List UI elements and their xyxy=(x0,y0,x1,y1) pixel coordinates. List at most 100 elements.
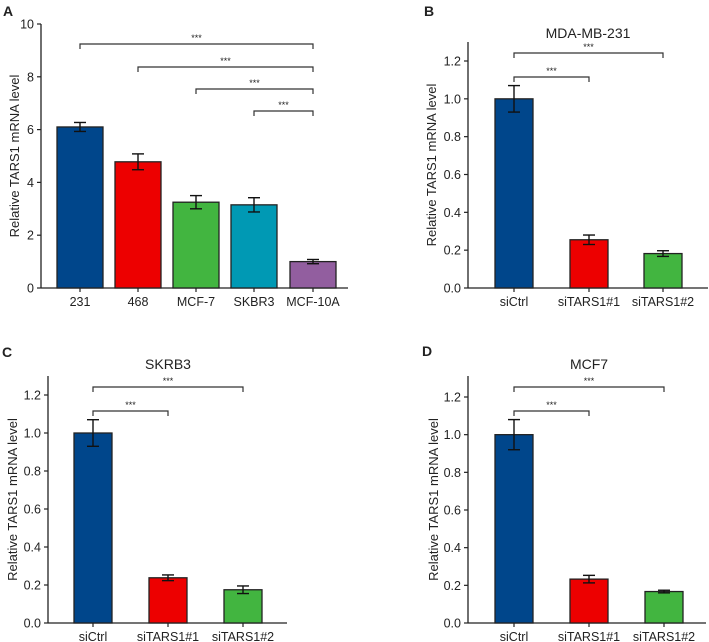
error-bar xyxy=(162,574,174,582)
error-bar xyxy=(248,197,260,213)
bar-sictrl xyxy=(73,432,113,624)
x-tick-label: siTARS1#1 xyxy=(558,295,620,309)
y-tick-label: 0.8 xyxy=(24,465,41,479)
error-bar xyxy=(190,194,202,210)
y-tick-label: 1.0 xyxy=(444,428,461,442)
x-tick-label: siTARS1#2 xyxy=(632,295,694,309)
y-tick-label: 0 xyxy=(27,282,34,296)
bar-sitars1-2 xyxy=(223,589,263,624)
significance-bracket: *** xyxy=(92,400,169,416)
bracket-line xyxy=(92,386,244,392)
panel-label: B xyxy=(424,3,434,19)
y-tick-label: 8 xyxy=(27,70,34,84)
panel-label: C xyxy=(2,344,12,360)
bracket-line xyxy=(79,43,314,49)
bracket-line xyxy=(513,410,590,416)
significance-label: *** xyxy=(583,42,594,52)
x-tick-label: siCtrl xyxy=(500,630,528,642)
bracket-line xyxy=(92,410,169,416)
significance-label: *** xyxy=(220,56,231,66)
error-bar xyxy=(657,250,669,258)
error-bar xyxy=(87,419,99,447)
significance-bracket: *** xyxy=(513,42,664,58)
significance-label: *** xyxy=(278,100,289,110)
y-tick-label: 0.8 xyxy=(444,130,461,144)
panel-b: B MDA-MB-231 Relative TARS1 mRNA level 0.0 0… xyxy=(424,3,708,309)
significance-label: *** xyxy=(249,78,260,88)
bracket-line xyxy=(195,88,314,94)
y-tick-label: 0.2 xyxy=(444,244,461,258)
bar-sitars1-1 xyxy=(148,577,188,624)
y-tick-label: 0.0 xyxy=(444,617,461,631)
bar-sictrl xyxy=(494,434,534,624)
bracket-line xyxy=(137,66,314,72)
x-tick-label: SKBR3 xyxy=(234,295,275,309)
significance-label: *** xyxy=(191,33,202,43)
significance-label: *** xyxy=(546,400,557,410)
y-axis-label: Relative TARS1 mRNA level xyxy=(426,418,441,581)
bar-mcf-7 xyxy=(172,201,220,289)
bracket-line xyxy=(513,386,665,392)
error-bar xyxy=(307,258,319,265)
bracket-line xyxy=(253,110,314,116)
bar-sitars1-2 xyxy=(644,590,684,624)
chart-title: SKRB3 xyxy=(145,356,191,372)
bar-sitars1-2 xyxy=(643,252,683,289)
y-tick-label: 0.2 xyxy=(24,579,41,593)
bar-231 xyxy=(56,126,104,289)
y-tick-label: 0.8 xyxy=(444,466,461,480)
y-tick-label: 10 xyxy=(20,18,34,32)
x-tick-label: siCtrl xyxy=(79,630,107,642)
significance-bracket: *** xyxy=(137,56,314,72)
y-tick-label: 6 xyxy=(27,123,34,137)
error-bar xyxy=(583,234,595,246)
chart-title: MDA-MB-231 xyxy=(546,25,631,41)
significance-bracket: *** xyxy=(195,78,314,94)
y-tick-label: 0.2 xyxy=(444,579,461,593)
panel-d: D MCF7 Relative TARS1 mRNA level 0.0 0.2 0.4 0… xyxy=(422,343,706,642)
y-tick-label: 0.6 xyxy=(444,168,461,182)
x-tick-label: siTARS1#2 xyxy=(212,630,274,642)
bar-skbr3 xyxy=(230,204,278,289)
panel-label: D xyxy=(422,343,432,359)
y-tick-label: 1.0 xyxy=(444,92,461,106)
y-tick-label: 0.4 xyxy=(444,541,461,555)
y-tick-label: 1.2 xyxy=(444,391,461,405)
significance-label: *** xyxy=(584,376,595,386)
significance-bracket: *** xyxy=(513,66,590,82)
error-bar xyxy=(508,418,520,451)
error-bar xyxy=(132,153,144,171)
y-tick-label: 1.2 xyxy=(444,55,461,69)
bar-mcf-10a xyxy=(289,260,337,289)
error-bar xyxy=(583,574,595,584)
significance-label: *** xyxy=(163,376,174,386)
bar-468 xyxy=(114,161,162,289)
chart-title: MCF7 xyxy=(570,356,608,372)
y-tick-label: 0.6 xyxy=(444,504,461,518)
y-axis-label: Relative TARS1 mRNA level xyxy=(424,83,439,246)
y-tick-label: 0.4 xyxy=(24,541,41,555)
y-tick-label: 0.4 xyxy=(444,206,461,220)
significance-bracket: *** xyxy=(79,33,314,49)
significance-label: *** xyxy=(546,66,557,76)
y-tick-label: 1.0 xyxy=(24,427,41,441)
significance-bracket: *** xyxy=(253,100,314,116)
y-tick-label: 2 xyxy=(27,229,34,243)
x-tick-label: siTARS1#1 xyxy=(558,630,620,642)
error-bar xyxy=(74,121,86,133)
y-axis-label: Relative TARS1 mRNA level xyxy=(7,74,22,237)
x-tick-label: MCF-7 xyxy=(177,295,215,309)
y-tick-label: 0.0 xyxy=(24,617,41,631)
bracket-line xyxy=(513,52,664,58)
error-bar xyxy=(237,585,249,595)
bar-sictrl xyxy=(494,98,534,289)
bracket-line xyxy=(513,76,590,82)
error-bar xyxy=(508,84,520,113)
y-tick-label: 4 xyxy=(27,176,34,190)
error-bar xyxy=(658,589,670,594)
x-tick-label: siCtrl xyxy=(500,295,528,309)
bar-sitars1-1 xyxy=(569,239,609,289)
significance-bracket: *** xyxy=(513,376,665,392)
